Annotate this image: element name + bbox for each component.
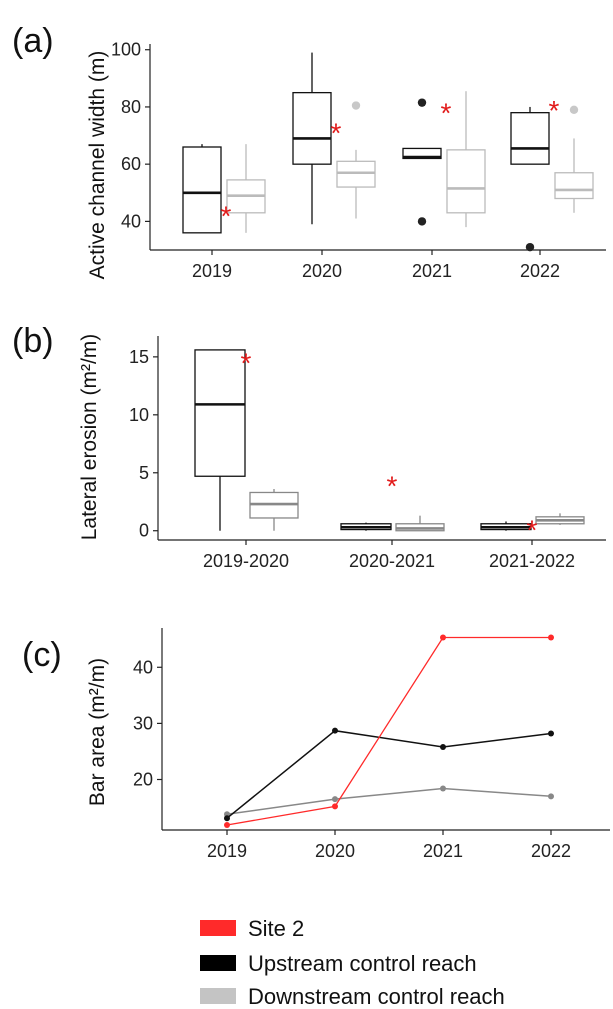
y-tick-label: 80 [121, 97, 141, 117]
site2-point-2020 [332, 803, 338, 810]
x-tick-label: 2022 [520, 261, 560, 281]
x-tick-label: 2021 [423, 841, 463, 861]
panel-a-y-ticks: 40 60 80 100 [111, 40, 150, 231]
panel-c-x-ticks: 2019 2020 2021 2022 [207, 830, 571, 861]
panel-b-y-ticks: 0 5 10 15 [129, 347, 158, 541]
downstream-2020-box [336, 160, 376, 188]
downstream-line [226, 787, 552, 816]
y-tick-label: 0 [139, 521, 149, 541]
panel-b-y-axis-title: Lateral erosion (m²/m) [78, 334, 101, 541]
panel-c-label: (c) [22, 636, 62, 674]
panel-a-y-axis-title: Active channel width (m) [86, 51, 109, 280]
upstream-2022-box [510, 112, 550, 165]
downstream-point-2021 [440, 785, 446, 792]
legend-label-downstream: Downstream control reach [248, 984, 505, 1009]
site2-marker-2022: * [549, 95, 560, 126]
upstream-point-2020 [332, 727, 338, 734]
y-tick-label: 40 [133, 657, 153, 677]
downstream-2022-outlier [569, 105, 579, 115]
site2-marker-2019: * [221, 201, 232, 232]
panel-b-x-ticks: 2019-2020 2020-2021 2021-2022 [203, 540, 575, 571]
upstream-point-2022 [548, 730, 554, 737]
y-tick-label: 10 [129, 405, 149, 425]
y-tick-label: 20 [133, 770, 153, 790]
site2-marker-2019-2020: * [241, 348, 252, 379]
legend-swatch-downstream [200, 988, 236, 1004]
panel-a-width-boxplot: (a) Active channel width (m) 40 60 80 100 2… [12, 22, 606, 281]
legend-label-site2: Site 2 [248, 916, 304, 941]
x-tick-label: 2019-2020 [203, 551, 289, 571]
upstream-2019-box [182, 146, 222, 234]
upstream-2021-outlier [417, 217, 427, 226]
y-tick-label: 15 [129, 347, 149, 367]
y-tick-label: 40 [121, 211, 141, 231]
panel-b-boxes: * * * [194, 348, 585, 546]
panel-c-y-axis-title: Bar area (m²/m) [86, 658, 109, 806]
downstream-point-2022 [548, 793, 554, 800]
site2-point-2019 [224, 821, 230, 828]
panel-b-erosion-boxplot: (b) Lateral erosion (m²/m) 0 5 10 15 2019-2… [12, 322, 606, 571]
panel-a-boxes: * * * * [182, 52, 594, 252]
upstream-2020-box [292, 91, 332, 165]
upstream-2022-outlier [525, 242, 535, 252]
site2-point-2022 [548, 634, 554, 641]
site2-marker-2021: * [441, 98, 452, 129]
panel-c-lines [224, 634, 554, 828]
site2-line [226, 636, 551, 826]
upstream-point-2019 [224, 815, 230, 822]
legend: Site 2 Upstream control reach Downstream… [200, 916, 505, 1009]
x-tick-label: 2021-2022 [489, 551, 575, 571]
downstream-2021-box [446, 149, 486, 214]
site2-marker-2021-2022: * [527, 515, 538, 546]
panel-a-label: (a) [12, 22, 54, 60]
downstream-2020-outlier [351, 101, 361, 110]
site2-point-2021 [440, 634, 446, 641]
x-tick-label: 2020 [315, 841, 355, 861]
upstream-line [226, 729, 552, 819]
downstream-2022-box [554, 172, 594, 200]
site2-marker-2020-2021: * [387, 471, 398, 502]
y-tick-label: 100 [111, 40, 141, 60]
panel-b-label: (b) [12, 322, 54, 360]
upstream-point-2021 [440, 743, 446, 750]
site2-marker-2020: * [331, 118, 342, 149]
x-tick-label: 2020 [302, 261, 342, 281]
legend-swatch-site2 [200, 920, 236, 936]
x-tick-label: 2022 [531, 841, 571, 861]
upstream-2021-box [402, 147, 442, 160]
y-tick-label: 30 [133, 713, 153, 733]
x-tick-label: 2019 [207, 841, 247, 861]
x-tick-label: 2021 [412, 261, 452, 281]
legend-swatch-upstream [200, 955, 236, 971]
y-tick-label: 5 [139, 463, 149, 483]
upstream-2021-outlier [417, 98, 427, 107]
x-tick-label: 2020-2021 [349, 551, 435, 571]
y-tick-label: 60 [121, 154, 141, 174]
downstream-point-2020 [332, 796, 338, 803]
panel-a-x-ticks: 2019 2020 2021 2022 [192, 250, 560, 281]
x-tick-label: 2019 [192, 261, 232, 281]
upstream-2019-2020-box [194, 349, 246, 477]
panel-c-y-ticks: 20 30 40 [133, 657, 162, 790]
legend-label-upstream: Upstream control reach [248, 951, 477, 976]
